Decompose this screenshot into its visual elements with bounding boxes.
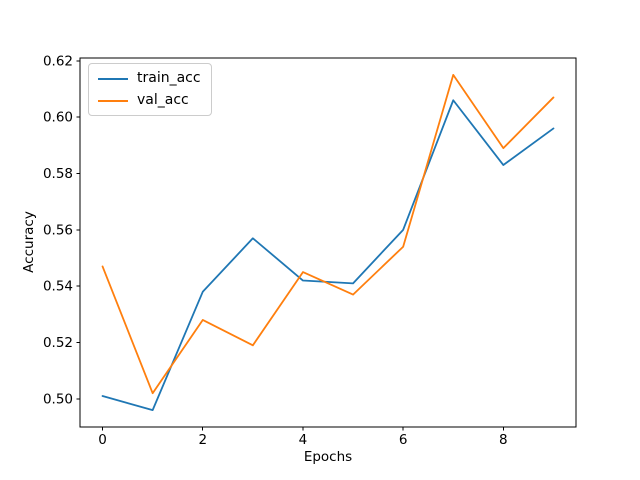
legend-item-val-acc: val_acc xyxy=(98,93,201,108)
y-tick-label: 0.60 xyxy=(43,110,73,126)
legend: train_acc val_acc xyxy=(88,63,212,116)
legend-label-val-acc: val_acc xyxy=(137,92,189,108)
y-tick-label: 0.56 xyxy=(43,222,73,238)
val-acc-line-swatch xyxy=(98,99,128,102)
y-tick-label: 0.52 xyxy=(43,335,73,351)
y-axis-label: Accuracy xyxy=(21,211,37,273)
x-axis-label: Epochs xyxy=(303,449,353,465)
axes-frame xyxy=(79,57,577,428)
y-tick-label: 0.62 xyxy=(43,53,73,69)
y-tick-label: 0.58 xyxy=(43,166,73,182)
x-tick-label: 2 xyxy=(198,432,207,448)
legend-label-train-acc: train_acc xyxy=(137,70,201,86)
x-tick-label: 6 xyxy=(399,432,408,448)
y-tick-label: 0.50 xyxy=(43,391,73,407)
train-acc-line-swatch xyxy=(98,77,128,80)
x-tick-label: 8 xyxy=(499,432,508,448)
y-tick-label: 0.54 xyxy=(43,279,73,295)
data-line-train_acc xyxy=(101,99,555,411)
data-line-val_acc xyxy=(101,74,555,395)
x-tick-label: 4 xyxy=(299,432,308,448)
x-tick-label: 0 xyxy=(98,432,107,448)
legend-item-train-acc: train_acc xyxy=(98,71,201,86)
